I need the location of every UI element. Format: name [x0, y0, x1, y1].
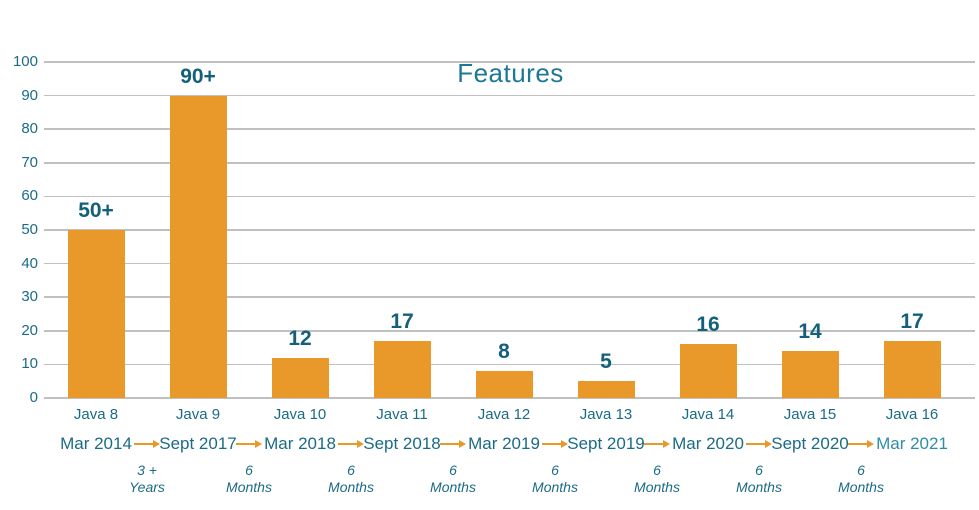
y-axis-tick-label: 70 — [21, 153, 38, 171]
bar — [679, 344, 737, 398]
bar-value-label: 5 — [600, 350, 612, 374]
y-axis-tick-label: 80 — [21, 120, 38, 138]
category-label: Java 15 — [783, 406, 837, 423]
category-label: Java 12 — [477, 406, 531, 423]
category-label: Java 9 — [175, 406, 221, 423]
right-arrow-icon — [848, 439, 874, 449]
bar-value-label: 8 — [498, 340, 510, 364]
gridline — [44, 262, 975, 265]
gap-duration-label: 6 Months — [532, 462, 578, 495]
bar-value-label: 16 — [696, 313, 720, 337]
date-label: Mar 2021 — [876, 434, 948, 453]
gridline — [44, 397, 975, 399]
category-label: Java 13 — [579, 406, 633, 423]
date-label: Sept 2018 — [363, 434, 441, 453]
category-label: Java 8 — [73, 406, 119, 423]
date-label: Sept 2017 — [159, 434, 237, 453]
bar-value-label: 17 — [900, 309, 924, 333]
y-axis-tick-label: 30 — [21, 288, 38, 306]
date-label: Mar 2018 — [264, 434, 336, 453]
chart-title: Features — [457, 58, 564, 88]
date-label: Mar 2019 — [468, 434, 540, 453]
bar-value-label: 90+ — [180, 64, 216, 88]
y-axis-tick-label: 10 — [21, 355, 38, 373]
date-label: Mar 2014 — [60, 434, 132, 453]
gap-duration-label: 3 + Years — [129, 462, 165, 495]
bar-value-label: 14 — [798, 319, 822, 343]
right-arrow-icon — [542, 439, 568, 449]
right-arrow-icon — [338, 439, 364, 449]
gridline — [44, 128, 975, 130]
gridline — [44, 330, 975, 332]
bar — [67, 230, 125, 398]
category-label: Java 16 — [885, 406, 939, 423]
bar-value-label: 17 — [390, 309, 414, 333]
gap-duration-label: 6 Months — [328, 462, 374, 495]
bar-value-label: 50+ — [78, 199, 114, 222]
date-label: Mar 2020 — [672, 434, 744, 453]
gap-duration-label: 6 Months — [634, 462, 680, 495]
right-arrow-icon — [746, 439, 772, 449]
gridline — [44, 229, 975, 231]
gap-duration-label: 6 Months — [226, 462, 272, 495]
gap-duration-label: 6 Months — [430, 462, 476, 495]
y-axis-tick-label: 50 — [21, 221, 38, 238]
category-label: Java 14 — [681, 406, 735, 423]
gridline — [44, 296, 975, 298]
bar — [373, 340, 431, 398]
right-arrow-icon — [134, 439, 160, 449]
bar — [271, 357, 329, 398]
bar — [883, 340, 941, 398]
bar — [169, 95, 227, 398]
y-axis-tick-label: 20 — [21, 321, 38, 339]
gap-duration-label: 6 Months — [736, 462, 782, 495]
gridline — [44, 363, 975, 366]
gridline — [44, 195, 975, 198]
right-arrow-icon — [440, 439, 466, 449]
category-label: Java 10 — [273, 406, 327, 423]
gridline — [44, 61, 975, 63]
date-label: Sept 2020 — [771, 434, 849, 453]
gridline — [44, 94, 975, 97]
gridline — [44, 162, 975, 164]
bar — [577, 381, 635, 398]
bar — [475, 371, 533, 398]
y-axis-tick-label: 0 — [29, 389, 38, 406]
y-axis-tick-label: 60 — [21, 187, 38, 205]
category-label: Java 11 — [376, 406, 428, 423]
y-axis-tick-label: 100 — [12, 53, 38, 70]
gap-duration-label: 6 Months — [838, 462, 884, 495]
y-axis-tick-label: 40 — [21, 254, 38, 272]
bar-value-label: 12 — [288, 326, 312, 350]
date-label: Sept 2019 — [567, 434, 645, 453]
y-axis-tick-label: 90 — [21, 86, 38, 104]
bar — [781, 350, 839, 398]
right-arrow-icon — [644, 439, 670, 449]
right-arrow-icon — [236, 439, 262, 449]
